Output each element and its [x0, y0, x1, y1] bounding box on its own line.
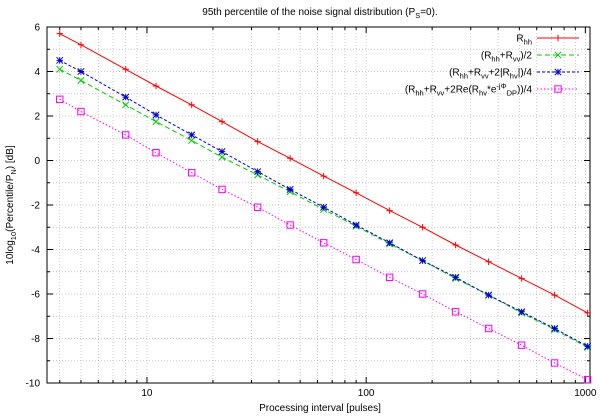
data-point — [385, 273, 394, 282]
legend-entry-3: (Rhh+Rvv+2|Rhv|)/4 — [449, 68, 579, 81]
data-point — [218, 153, 226, 161]
data-point — [56, 30, 63, 37]
data-point — [451, 308, 460, 316]
legend-marker — [554, 51, 562, 59]
data-point — [518, 308, 526, 316]
data-point — [320, 172, 327, 180]
x-tick-label: 1000 — [574, 388, 597, 399]
data-point — [551, 291, 558, 299]
data-point — [77, 67, 85, 76]
axis-ticks: -10 -8 -6 -4 -2 0 2 4 6 10 100 1000 — [26, 23, 597, 400]
data-point — [517, 341, 526, 349]
data-point — [188, 101, 195, 109]
data-point — [218, 185, 226, 194]
data-point — [286, 221, 294, 229]
y-tick-label: 0 — [34, 156, 40, 167]
x-tick-label: 100 — [358, 388, 375, 399]
chart-title: 95th percentile of the noise signal dist… — [202, 7, 437, 20]
legend-marker — [554, 68, 562, 76]
y-tick-label: -6 — [31, 290, 40, 301]
data-point — [254, 138, 261, 145]
data-point — [551, 324, 559, 333]
y-tick-label: 4 — [34, 67, 40, 78]
legend-label: (Rhh+Rvv+2Re(Rhv*e-jΦDP))/4 — [405, 82, 533, 98]
legend-entry-1: Rhh — [516, 34, 579, 47]
series-4 — [56, 95, 592, 384]
data-point — [583, 375, 592, 384]
y-tick-label: -8 — [31, 334, 40, 345]
data-point — [122, 93, 130, 101]
data-point — [254, 171, 262, 179]
data-point — [419, 257, 427, 265]
data-point — [485, 258, 492, 265]
series-1 — [56, 30, 591, 317]
data-point — [286, 185, 294, 193]
data-point — [518, 275, 525, 282]
data-point — [188, 131, 196, 139]
data-point — [386, 207, 393, 214]
data-point — [77, 107, 85, 116]
legend-marker — [554, 85, 562, 93]
data-point — [218, 148, 226, 156]
series-layer — [56, 30, 592, 384]
data-point — [56, 95, 64, 104]
data-point — [187, 169, 196, 177]
grid — [47, 27, 590, 383]
legend: Rhh (Rhh+Rvv)/2 (Rhh+Rvv+2|Rhv|)/4(Rhh+Rvv… — [405, 34, 579, 98]
data-point — [152, 118, 160, 126]
legend-label: (Rhh+Rvv)/2 — [481, 51, 533, 64]
data-point — [56, 56, 64, 64]
data-point — [319, 239, 328, 247]
x-axis-label: Processing interval [pulses] — [259, 403, 381, 414]
data-point — [584, 342, 592, 350]
y-tick-label: 2 — [34, 112, 40, 123]
data-point — [152, 111, 160, 119]
data-point — [254, 168, 262, 176]
series-line — [59, 59, 588, 347]
data-point — [485, 291, 493, 299]
y-axis-label: 10log10(Percentile/PN) [dB] — [5, 145, 18, 265]
y-tick-label: -2 — [31, 201, 40, 212]
legend-label: Rhh — [516, 34, 532, 47]
data-point — [77, 76, 85, 84]
data-point — [218, 118, 226, 125]
y-tick-label: -10 — [26, 379, 41, 390]
data-point — [386, 239, 394, 247]
data-point — [452, 273, 460, 281]
legend-entry-2: (Rhh+Rvv)/2 — [481, 51, 579, 64]
data-point — [352, 221, 360, 229]
x-tick-label: 10 — [141, 388, 153, 399]
data-point — [122, 101, 130, 109]
data-point — [452, 241, 459, 249]
y-tick-label: 6 — [34, 23, 40, 34]
data-point — [77, 41, 85, 48]
legend-label: (Rhh+Rvv+2|Rhv|)/4 — [449, 68, 532, 81]
data-point — [584, 309, 591, 317]
data-point — [152, 82, 160, 90]
data-point — [352, 189, 360, 196]
data-point — [121, 131, 130, 139]
data-point — [550, 359, 559, 367]
y-tick-label: -4 — [31, 245, 40, 256]
data-point — [419, 224, 426, 231]
data-point — [188, 136, 196, 145]
data-point — [352, 255, 360, 264]
legend-marker — [554, 34, 562, 42]
data-point — [253, 203, 262, 211]
data-point — [122, 66, 129, 73]
series-3 — [56, 56, 592, 350]
data-point — [418, 290, 427, 298]
series-line — [59, 98, 588, 381]
legend-entry-4: (Rhh+Rvv+2Re(Rhv*e-jΦDP))/4 — [405, 82, 579, 98]
data-point — [484, 324, 493, 333]
data-point — [320, 203, 328, 211]
data-point — [56, 65, 64, 73]
data-point — [286, 155, 294, 162]
data-point — [152, 149, 160, 157]
